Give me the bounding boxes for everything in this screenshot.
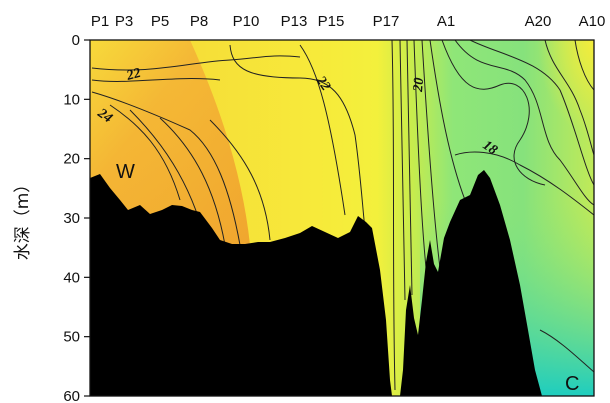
station-label-p8: P8 bbox=[190, 13, 208, 30]
station-label-p13: P13 bbox=[281, 13, 308, 30]
y-tick-label-0: 0 bbox=[72, 32, 80, 49]
station-label-a10: A10 bbox=[579, 13, 606, 30]
y-tick-label-50: 50 bbox=[63, 329, 80, 346]
annotation-w: W bbox=[116, 161, 135, 183]
contour-label-24: 24 bbox=[94, 105, 115, 126]
y-axis-label: 水深（m） bbox=[13, 176, 33, 261]
y-tick-label-40: 40 bbox=[63, 269, 80, 286]
station-label-p1: P1 bbox=[91, 13, 109, 30]
station-label-p17: P17 bbox=[373, 13, 400, 30]
station-label-p10: P10 bbox=[233, 13, 260, 30]
station-label-p5: P5 bbox=[151, 13, 169, 30]
x-axis-station-labels: P1 P3 P5 P8 P10 P13 P15 P17 A1 A20 A10 bbox=[91, 13, 606, 30]
y-axis-ticks: 0 10 20 30 40 50 60 bbox=[63, 32, 90, 403]
annotation-c: C bbox=[565, 373, 579, 395]
seabed-bathymetry bbox=[90, 170, 542, 396]
isotherm-lines bbox=[91, 40, 594, 391]
y-tick-label-20: 20 bbox=[63, 151, 80, 168]
station-label-a1: A1 bbox=[437, 13, 455, 30]
station-label-p15: P15 bbox=[318, 13, 345, 30]
station-label-p3: P3 bbox=[115, 13, 133, 30]
temperature-field bbox=[90, 40, 594, 396]
y-tick-label-60: 60 bbox=[63, 388, 80, 403]
y-tick-label-30: 30 bbox=[63, 210, 80, 227]
contour-label-22-mid: 22 bbox=[312, 73, 333, 94]
station-label-a20: A20 bbox=[525, 13, 552, 30]
contour-label-20: 20 bbox=[411, 77, 427, 93]
y-tick-label-10: 10 bbox=[63, 91, 80, 108]
contour-label-22-left: 22 bbox=[124, 66, 142, 84]
